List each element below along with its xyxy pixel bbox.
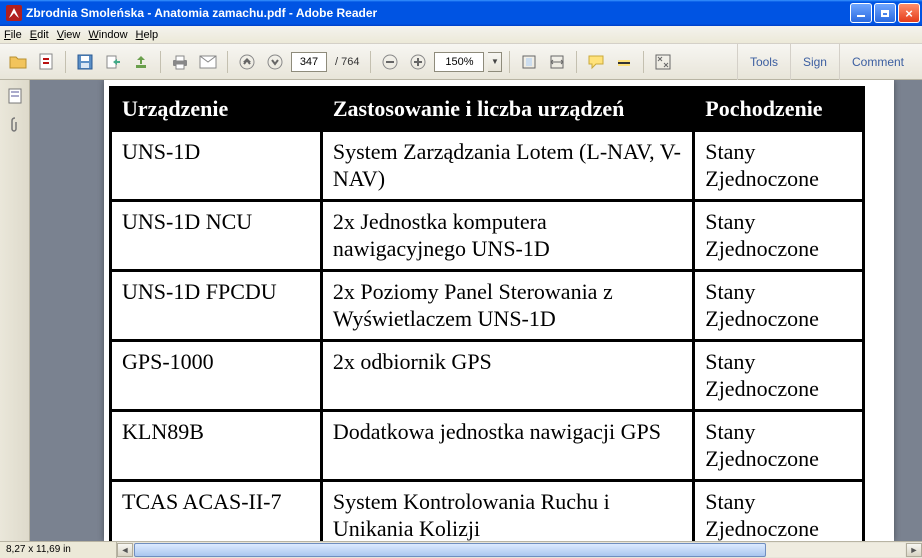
table-cell: Stany Zjednoczone (694, 340, 864, 410)
open-file-button[interactable] (6, 50, 30, 74)
tools-panel-button[interactable]: Tools (737, 44, 790, 80)
status-bar: 8,27 x 11,69 in ◄ ► (0, 541, 922, 557)
attachments-panel-button[interactable] (5, 116, 25, 136)
toolbar-separator (227, 51, 228, 73)
fit-width-button[interactable] (545, 50, 569, 74)
toolbar-separator (576, 51, 577, 73)
menu-window[interactable]: Window (88, 29, 127, 41)
maximize-button[interactable] (874, 3, 896, 23)
scroll-left-button[interactable]: ◄ (117, 543, 133, 557)
zoom-input[interactable]: 150% (434, 52, 484, 72)
menu-view[interactable]: View (57, 29, 81, 41)
toolbar-separator (643, 51, 644, 73)
next-page-button[interactable] (263, 50, 287, 74)
horizontal-scrollbar[interactable]: ◄ ► (116, 542, 922, 558)
adobe-reader-icon (6, 5, 22, 21)
close-button[interactable]: × (898, 3, 920, 23)
table-row: UNS-1D NCU2x Jednostka komputera nawigac… (111, 200, 864, 270)
toolbar-right: Tools Sign Comment (737, 44, 916, 80)
highlight-tool-button[interactable] (612, 50, 636, 74)
table-cell: UNS-1D (111, 130, 322, 200)
table-cell: UNS-1D NCU (111, 200, 322, 270)
equipment-table: Urządzenie Zastosowanie i liczba urządze… (109, 86, 865, 541)
table-cell: System Zarządzania Lotem (L-NAV, V-NAV) (321, 130, 693, 200)
table-cell: 2x odbiornik GPS (321, 340, 693, 410)
thumbnails-panel-button[interactable] (5, 86, 25, 106)
menu-edit[interactable]: Edit (30, 29, 49, 41)
table-header-row: Urządzenie Zastosowanie i liczba urządze… (111, 88, 864, 131)
zoom-out-button[interactable] (378, 50, 402, 74)
table-header: Zastosowanie i liczba urządzeń (321, 88, 693, 131)
scroll-track[interactable] (134, 543, 905, 557)
comment-tool-button[interactable] (584, 50, 608, 74)
table-cell: Stany Zjednoczone (694, 270, 864, 340)
zoom-dropdown[interactable]: ▼ (488, 52, 502, 72)
toolbar-separator (65, 51, 66, 73)
table-cell: UNS-1D FPCDU (111, 270, 322, 340)
window-title: Zbrodnia Smoleńska - Anatomia zamachu.pd… (26, 6, 850, 20)
side-nav (0, 80, 30, 541)
table-cell: 2x Poziomy Panel Sterowania z Wyświetlac… (321, 270, 693, 340)
table-row: TCAS ACAS-II-7System Kontrolowania Ruchu… (111, 480, 864, 541)
export-button[interactable] (101, 50, 125, 74)
menu-file[interactable]: File (4, 29, 22, 41)
zoom-in-button[interactable] (406, 50, 430, 74)
toolbar-separator (160, 51, 161, 73)
table-cell: 2x Jednostka komputera nawigacyjnego UNS… (321, 200, 693, 270)
create-pdf-button[interactable] (34, 50, 58, 74)
read-mode-button[interactable] (651, 50, 675, 74)
toolbar-separator (370, 51, 371, 73)
table-cell: KLN89B (111, 410, 322, 480)
table-cell: Stany Zjednoczone (694, 410, 864, 480)
save-button[interactable] (73, 50, 97, 74)
sign-panel-button[interactable]: Sign (790, 44, 839, 80)
pdf-page: Urządzenie Zastosowanie i liczba urządze… (104, 80, 894, 541)
menubar: File Edit View Window Help (0, 26, 922, 44)
email-button[interactable] (196, 50, 220, 74)
table-cell: Stany Zjednoczone (694, 130, 864, 200)
table-row: GPS-10002x odbiornik GPSStany Zjednoczon… (111, 340, 864, 410)
menu-help[interactable]: Help (136, 29, 159, 41)
minimize-button[interactable] (850, 3, 872, 23)
table-cell: Dodatkowa jednostka nawigacji GPS (321, 410, 693, 480)
table-header: Pochodzenie (694, 88, 864, 131)
comment-panel-button[interactable]: Comment (839, 44, 916, 80)
scroll-thumb[interactable] (134, 543, 766, 557)
table-cell: Stany Zjednoczone (694, 200, 864, 270)
toolbar-separator (509, 51, 510, 73)
table-cell: Stany Zjednoczone (694, 480, 864, 541)
document-area[interactable]: Urządzenie Zastosowanie i liczba urządze… (30, 80, 922, 541)
table-cell: TCAS ACAS-II-7 (111, 480, 322, 541)
page-total-label: / 764 (331, 56, 363, 68)
print-button[interactable] (168, 50, 192, 74)
fit-page-button[interactable] (517, 50, 541, 74)
table-row: KLN89BDodatkowa jednostka nawigacji GPSS… (111, 410, 864, 480)
table-row: UNS-1DSystem Zarządzania Lotem (L-NAV, V… (111, 130, 864, 200)
table-row: UNS-1D FPCDU2x Poziomy Panel Sterowania … (111, 270, 864, 340)
titlebar: Zbrodnia Smoleńska - Anatomia zamachu.pd… (0, 0, 922, 26)
window-controls: × (850, 3, 920, 23)
page-number-input[interactable]: 347 (291, 52, 327, 72)
table-cell: GPS-1000 (111, 340, 322, 410)
toolbar: 347 / 764 150% ▼ Tools Sign Comment (0, 44, 922, 80)
table-cell: System Kontrolowania Ruchu i Unikania Ko… (321, 480, 693, 541)
scroll-right-button[interactable]: ► (906, 543, 922, 557)
share-button[interactable] (129, 50, 153, 74)
table-header: Urządzenie (111, 88, 322, 131)
prev-page-button[interactable] (235, 50, 259, 74)
page-dimensions-label: 8,27 x 11,69 in (0, 544, 116, 555)
